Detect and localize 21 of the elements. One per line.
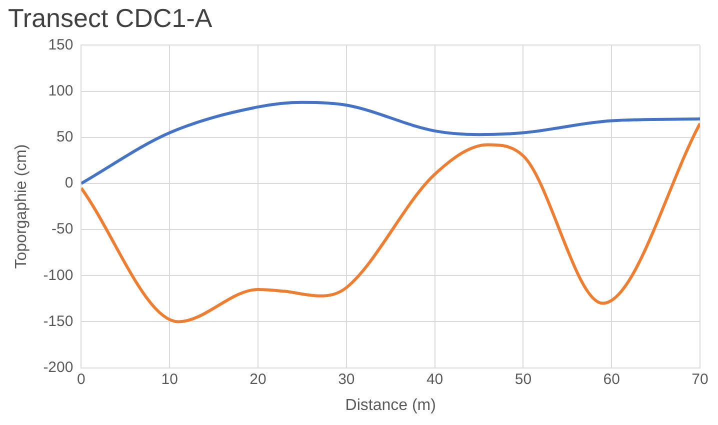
x-tick-label: 40	[426, 370, 444, 388]
x-tick-label: 30	[338, 370, 355, 388]
x-axis-title: Distance (m)	[345, 396, 436, 414]
y-tick-label: -200	[43, 358, 74, 376]
x-tick-label: 70	[692, 370, 708, 388]
line-series	[81, 100, 700, 185]
y-tick-label: 50	[56, 128, 74, 146]
x-tick-label: 10	[161, 370, 178, 388]
x-tick-label: 50	[514, 370, 532, 388]
y-axis-title: Toporgaphie (cm)	[13, 144, 30, 269]
y-tick-label: 0	[64, 174, 74, 192]
y-tick-label: 150	[48, 36, 74, 54]
x-tick-label: 60	[603, 370, 620, 388]
x-tick-label: 0	[77, 370, 86, 388]
y-tick-label: 100	[48, 82, 74, 100]
x-tick-label: 20	[250, 370, 266, 388]
line-series	[81, 122, 700, 324]
y-tick-label: -50	[52, 220, 74, 238]
y-tick-label: -100	[43, 266, 74, 284]
chart-title: Transect CDC1-A	[8, 2, 213, 33]
y-tick-label: -150	[43, 312, 74, 330]
